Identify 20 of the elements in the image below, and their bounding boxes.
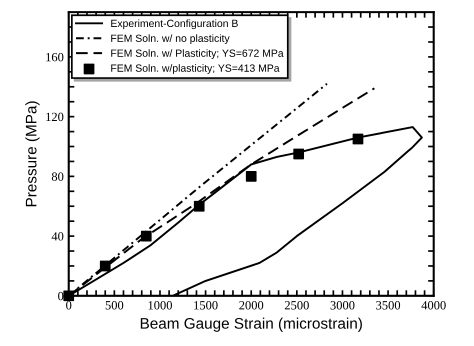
x-tick-label: 1500 — [194, 301, 218, 310]
y-tick-label: 80 — [52, 172, 64, 181]
legend-label: FEM Soln. w/plasticity; YS=413 MPa — [111, 64, 280, 74]
x-tick-label: 0 — [66, 301, 72, 310]
x-tick-label: 2000 — [239, 301, 264, 310]
x-tick-label: 1000 — [148, 301, 172, 310]
legend-label: FEM Soln. w/ no plasticity — [111, 34, 230, 44]
x-tick-label: 2500 — [284, 301, 309, 310]
legend-label: Experiment-Configuration B — [111, 19, 238, 30]
y-axis-title: Pressure (MPa) — [25, 101, 40, 206]
legend-label: FEM Soln. w/ Plasticity; YS=672 MPa — [111, 49, 284, 59]
y-tick-label: 0 — [58, 292, 64, 300]
x-tick-label: 3000 — [330, 301, 354, 310]
y-tick-label: 120 — [46, 112, 64, 122]
x-tick-label: 500 — [106, 301, 124, 310]
y-tick-label: 40 — [52, 232, 64, 241]
x-tick-label: 3500 — [376, 301, 400, 310]
x-axis-title: Beam Gauge Strain (microstrain) — [140, 318, 362, 332]
x-tick-label: 4000 — [421, 301, 446, 310]
y-tick-label: 160 — [46, 52, 64, 62]
